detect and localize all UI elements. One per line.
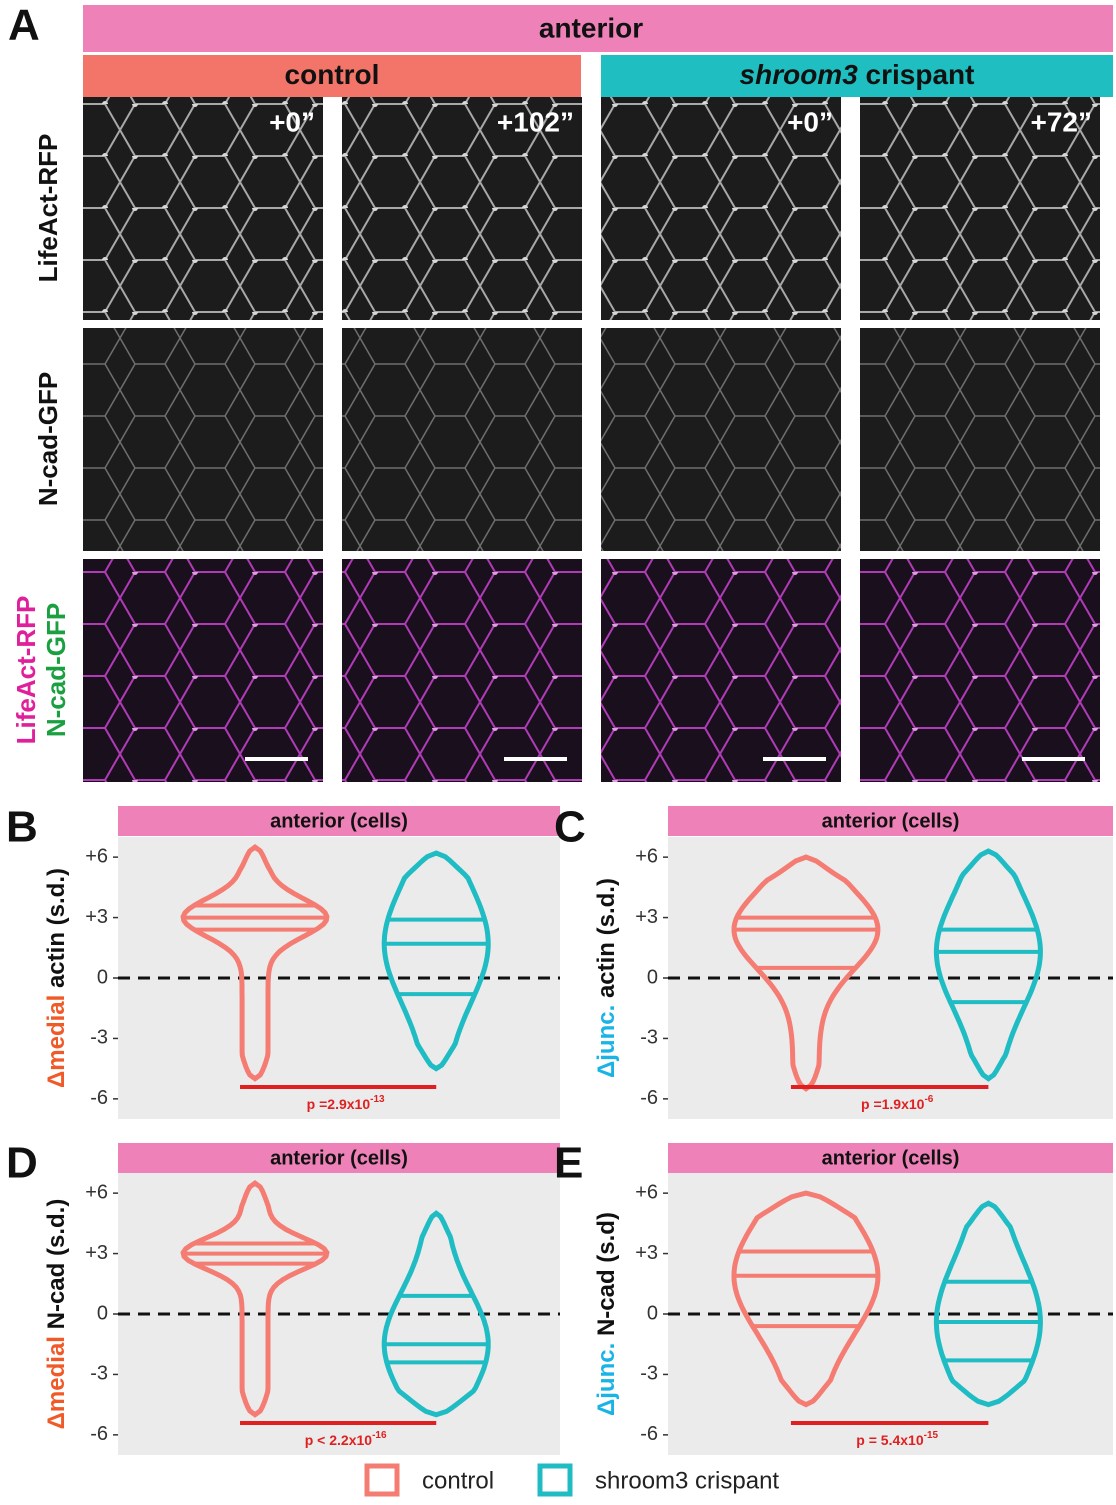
y-label-marker: Δmedial [43,995,70,1088]
time-label: +72” [1031,106,1093,137]
y-tick-label: +6 [635,845,658,867]
p-value: p =2.9x10-13 [307,1094,385,1112]
condition-bar [83,55,581,97]
legend-label: control [422,1467,494,1494]
violin [381,1210,491,1418]
time-label: +102” [497,106,574,137]
p-value-text: p < 2.2x10 [305,1432,373,1448]
y-tick-label: +6 [85,1181,108,1203]
violin [180,1180,330,1418]
y-tick-label: -6 [640,1087,658,1109]
micrograph-texture [342,559,582,782]
y-tick-label: +3 [85,906,108,928]
y-tick-label: 0 [97,966,108,988]
strip [118,1143,560,1173]
y-tick-label: 0 [97,1302,108,1324]
micrograph-texture [860,97,1100,320]
violin [381,850,491,1072]
merge-label: LifeAct-RFP [11,596,41,745]
y-tick-label: -3 [90,1027,108,1049]
p-value-exponent: -6 [924,1094,933,1105]
title-bar [83,5,1113,52]
time-label: +0” [787,106,833,137]
y-tick-label: -3 [640,1027,658,1049]
strip [668,806,1113,836]
y-label-text: N-cad (s.d.) [43,1199,70,1336]
micrograph-texture [83,328,323,551]
micrograph-texture [342,97,582,320]
y-tick-label: +3 [635,1242,658,1264]
strip-label: anterior (cells) [822,1147,960,1169]
violin [180,844,330,1082]
violin [731,1190,881,1408]
y-label-text: actin (s.d.) [43,868,70,995]
panel-label: C [554,803,586,852]
micrograph-texture [342,328,582,551]
y-axis-label: Δmedial N-cad (s.d.) [43,1199,70,1430]
p-value-text: p =1.9x10 [861,1096,925,1112]
panel-title: anterior [539,12,643,43]
time-label: +0” [269,106,315,137]
y-tick-label: +3 [85,1242,108,1264]
p-value-exponent: -13 [370,1094,385,1105]
strip-label: anterior (cells) [270,810,408,832]
condition-text: crispant [858,59,975,90]
condition-label: shroom3 crispant [740,59,975,90]
p-value: p < 2.2x10-16 [305,1430,387,1448]
y-tick-label: +3 [635,906,658,928]
row-label: LifeAct-RFP [33,134,63,283]
panel-label: D [6,1139,38,1188]
violin [933,1200,1043,1408]
y-tick-label: -6 [90,1423,108,1445]
y-label-marker: Δjunc. [593,1343,620,1416]
y-tick-label: -6 [640,1423,658,1445]
y-label-text: actin (s.d.) [593,878,620,1005]
panel-label: E [554,1139,583,1188]
p-value-text: p = 5.4x10 [856,1432,924,1448]
y-tick-label: 0 [647,1302,658,1324]
p-value: p =1.9x10-6 [861,1094,934,1112]
violin [731,854,881,1092]
y-tick-label: +6 [85,845,108,867]
y-label-marker: Δmedial [43,1336,70,1429]
y-label-marker: Δjunc. [593,1005,620,1078]
legend-label: shroom3 crispant [595,1467,779,1494]
micrograph-texture [83,559,323,782]
condition-bar [601,55,1113,97]
condition-label: control [285,59,380,90]
p-value-exponent: -16 [372,1430,387,1441]
y-axis-label: Δmedial actin (s.d.) [43,868,70,1088]
y-label-text: N-cad (s.d) [593,1212,620,1343]
y-tick-label: -6 [90,1087,108,1109]
y-tick-label: 0 [647,966,658,988]
legend-swatch [364,1463,400,1497]
micrograph-texture [601,97,841,320]
p-value-text: p =2.9x10 [307,1096,371,1112]
micrograph-texture [860,559,1100,782]
micrograph-texture [601,559,841,782]
y-axis-label: Δjunc. N-cad (s.d) [593,1212,620,1416]
legend-swatch [537,1463,573,1497]
condition-italic: shroom3 [740,59,859,90]
y-tick-label: -3 [640,1363,658,1385]
micrograph-texture [860,328,1100,551]
row-label: N-cad-GFP [33,372,63,506]
panel-label: A [8,1,40,50]
strip [668,1143,1113,1173]
y-tick-label: -3 [90,1363,108,1385]
panel-label: B [6,803,38,852]
micrograph-texture [601,328,841,551]
condition-text: control [285,59,380,90]
strip [118,806,560,836]
p-value: p = 5.4x10-15 [856,1430,938,1448]
strip-label: anterior (cells) [270,1147,408,1169]
merge-label: N-cad-GFP [41,603,71,737]
strip-label: anterior (cells) [822,810,960,832]
y-axis-label: Δjunc. actin (s.d.) [593,878,620,1078]
micrograph-texture [83,97,323,320]
y-tick-label: +6 [635,1181,658,1203]
p-value-exponent: -15 [924,1430,939,1441]
